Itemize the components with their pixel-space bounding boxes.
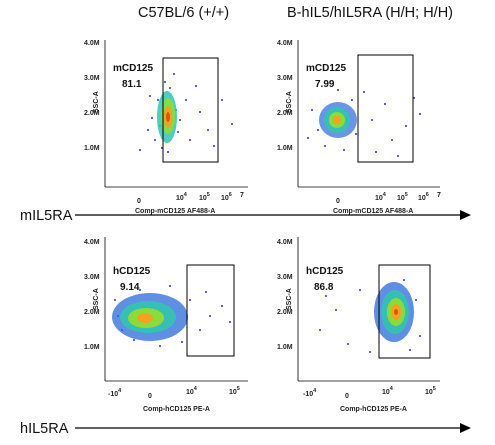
gate-box [357,54,414,163]
x-tick-label: 104 [375,192,387,202]
gate-label: mCD125 [306,63,346,74]
x-axis-label: Comp-mCD125 AF488-A [333,208,413,215]
y-tick-label: 1.0M [277,145,293,152]
gate-percent: 7.99 [315,79,335,90]
density-dots [307,89,421,157]
panel-top-right: mCD125 7.99 4.0M 3.0M 2.0M 1.0M SSC-A 0 … [277,40,441,215]
x-tick-label: 105 [397,192,408,202]
panel-top-left: mCD125 81.1 4.0M 3.0M 2.0M 1.0M SSC-A 0 … [84,40,248,215]
x-tick-label: 7 [437,192,441,199]
x-tick-label: 0 [336,198,340,205]
gate-percent: 9.14 [120,282,140,293]
row-label-mouse: mIL5RA [20,208,73,224]
y-tick-label: 1.0M [84,145,100,152]
density-dots [139,73,233,153]
y-tick-label: 4.0M [84,239,100,246]
column-title-wildtype: C57BL/6 (+/+) [138,5,229,21]
y-axis-label: SSC-A [286,288,293,310]
y-tick-label: 1.0M [84,344,100,351]
x-tick-label: 0 [137,198,141,205]
density-dots [319,279,421,353]
x-tick-label: 104 [176,192,188,202]
y-tick-label: 3.0M [277,75,293,82]
y-tick-label: 1.0M [277,344,293,351]
gate-label: hCD125 [306,266,344,277]
x-axis-label: Comp-hCD125 PE-A [340,406,407,413]
arrow-head-icon [460,210,471,220]
row-label-human: hIL5RA [20,421,69,437]
x-tick-label: -104 [303,388,317,398]
column-title-humanized: B-hIL5/hIL5RA (H/H; H/H) [287,5,453,21]
y-tick-label: 3.0M [84,75,100,82]
gate-percent: 86.8 [314,282,334,293]
x-axis-label: Comp-hCD125 PE-A [143,406,210,413]
y-tick-label: 4.0M [277,239,293,246]
y-tick-label: 4.0M [277,40,293,47]
panel-bottom-left: hCD125 9.14 4.0M 3.0M 2.0M 1.0M SSC-A -1… [84,237,248,413]
arrow-head-icon [460,423,471,433]
y-axis-label: SSC-A [93,91,100,113]
x-tick-label: 105 [229,386,240,396]
y-tick-label: 3.0M [277,274,293,281]
gate-label: hCD125 [113,266,151,277]
x-tick-label: -104 [108,388,122,398]
y-tick-label: 2.0M [277,309,293,316]
x-tick-label: 106 [418,192,429,202]
gate-box [186,264,235,357]
x-tick-label: 104 [186,386,198,396]
y-tick-label: 3.0M [84,274,100,281]
y-tick-label: 2.0M [84,309,100,316]
x-axis-label: Comp-mCD125 AF488-A [135,208,215,215]
gate-box [162,57,219,163]
density-dots [112,285,231,347]
x-tick-label: 104 [382,386,394,396]
panel-bottom-right: hCD125 86.8 4.0M 3.0M 2.0M 1.0M SSC-A -1… [277,237,440,413]
y-tick-label: 2.0M [84,110,100,117]
y-axis-label: SSC-A [286,91,293,113]
y-axis-label: SSC-A [93,288,100,310]
x-tick-label: 105 [199,192,210,202]
x-tick-label: 0 [345,393,349,400]
y-tick-label: 4.0M [84,40,100,47]
y-tick-label: 2.0M [277,110,293,117]
x-tick-label: 106 [221,192,232,202]
gate-box [378,264,431,359]
x-tick-label: 7 [240,192,244,199]
gate-label: mCD125 [113,63,153,74]
x-tick-label: 0 [148,393,152,400]
x-tick-label: 105 [425,386,436,396]
gate-percent: 81.1 [122,79,142,90]
